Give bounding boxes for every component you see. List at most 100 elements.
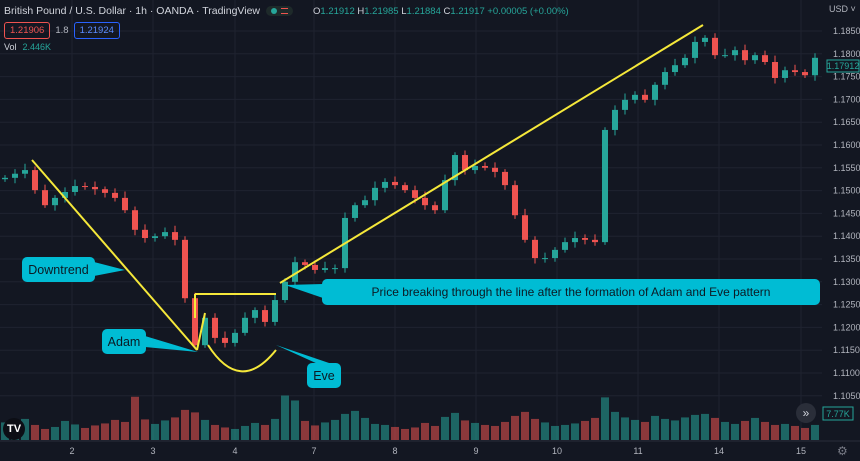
candle: [602, 129, 608, 243]
volume-bar: [481, 424, 489, 440]
candle: [512, 185, 518, 216]
volume-bar: [431, 425, 439, 440]
candle: [282, 281, 288, 301]
adam-pointer: [145, 336, 198, 352]
volume-bar: [351, 410, 359, 440]
volume-bar: [581, 420, 589, 440]
volume-bar: [791, 425, 799, 440]
volume-bar: [61, 420, 69, 440]
candle: [592, 239, 598, 243]
y-tick-label: 1.13000: [833, 277, 860, 287]
volume-bar: [721, 421, 729, 440]
y-tick-label: 1.17000: [833, 94, 860, 104]
volume-bar: [681, 417, 689, 440]
chart-header: British Pound / U.S. Dollar · 1h · OANDA…: [4, 5, 569, 17]
downtrend-pointer: [94, 262, 125, 276]
volume-bar: [31, 424, 39, 440]
volume-bar: [211, 424, 219, 440]
volume-bar: [501, 421, 509, 440]
symbol-title[interactable]: British Pound / U.S. Dollar · 1h · OANDA…: [4, 5, 260, 17]
volume-bar: [491, 425, 499, 440]
volume-bar: [41, 428, 49, 440]
volume-bar: [631, 419, 639, 440]
scroll-to-realtime-button[interactable]: »: [796, 403, 816, 423]
volume-bar: [641, 421, 649, 440]
candle: [412, 190, 418, 198]
candle: [462, 155, 468, 171]
volume-bar: [281, 395, 289, 440]
callout-breakout: Price breaking through the line after th…: [322, 279, 820, 305]
volume-bar: [171, 417, 179, 440]
volume-value: 2.446K: [22, 42, 52, 52]
candle: [12, 173, 18, 178]
candle: [562, 242, 568, 250]
candle: [32, 170, 38, 191]
candle: [352, 205, 358, 218]
volume-bar: [591, 417, 599, 440]
candle: [712, 37, 718, 56]
candle: [372, 187, 378, 201]
ohlc-values: O1.21912 H1.21985 L1.21884 C1.21917 +0.0…: [313, 5, 569, 17]
candle: [182, 239, 188, 299]
candle: [42, 190, 48, 206]
volume-bar: [391, 426, 399, 440]
candle: [772, 62, 778, 78]
candle: [312, 264, 318, 270]
volume-bar: [71, 424, 79, 440]
volume-bar: [731, 423, 739, 440]
volume-bar: [131, 396, 139, 440]
buy-button[interactable]: 1.21924: [73, 22, 120, 39]
volume-bar: [651, 415, 659, 440]
settings-gear-icon[interactable]: ⚙: [837, 444, 848, 458]
candle: [272, 300, 278, 322]
candle: [692, 41, 698, 58]
candle: [662, 72, 668, 85]
volume-bar: [761, 421, 769, 440]
eve-arc: [207, 344, 277, 373]
candle: [732, 50, 738, 56]
volume-bar: [521, 411, 529, 440]
y-tick-label: 1.15500: [833, 163, 860, 173]
volume-bar: [101, 423, 109, 440]
volume-bar: [141, 419, 149, 440]
volume-bar: [801, 427, 809, 440]
last-volume-tag-box: [822, 406, 854, 421]
candle: [132, 210, 138, 230]
tradingview-logo[interactable]: TV: [3, 418, 25, 440]
candle: [252, 310, 258, 318]
volume-bar: [611, 411, 619, 440]
y-tick-label: 1.16500: [833, 117, 860, 127]
y-tick-label: 1.11000: [833, 368, 860, 378]
candle: [442, 180, 448, 211]
volume-bar: [191, 412, 199, 440]
market-status[interactable]: [266, 6, 293, 16]
candle: [502, 171, 508, 186]
volume-bar: [151, 423, 159, 440]
candle: [52, 197, 58, 206]
volume-bar: [451, 412, 459, 440]
volume-bar: [371, 423, 379, 440]
sell-button[interactable]: 1.21906: [4, 22, 51, 39]
candle: [192, 298, 198, 346]
x-tick-label: 15: [796, 446, 806, 456]
volume-bar: [741, 420, 749, 440]
volume-bar: [271, 418, 279, 440]
volume-bar: [121, 421, 129, 440]
candle: [652, 84, 658, 100]
spread: 1.8: [55, 25, 69, 36]
candle: [482, 165, 488, 168]
candle: [752, 55, 758, 61]
candle: [402, 185, 408, 191]
candle: [472, 165, 478, 171]
annotation-lines: [31, 24, 704, 373]
volume-bar: [51, 426, 59, 440]
candle: [552, 249, 558, 259]
volume-label: Vol: [4, 42, 17, 52]
volume-bar: [561, 424, 569, 440]
y-tick-label: 1.17500: [833, 72, 860, 82]
volume-bar: [241, 425, 249, 440]
currency-selector[interactable]: USD ˅: [829, 4, 856, 14]
candle: [432, 205, 438, 211]
volume-bar: [751, 417, 759, 440]
